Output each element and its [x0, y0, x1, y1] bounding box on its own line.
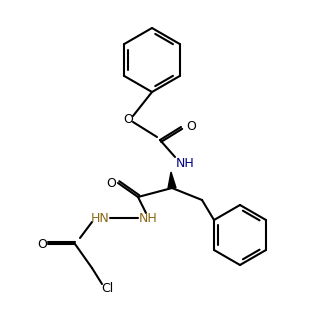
Text: O: O: [186, 119, 196, 132]
Text: NH: NH: [176, 156, 194, 169]
Text: O: O: [123, 112, 133, 126]
Polygon shape: [168, 172, 176, 188]
Text: O: O: [106, 176, 116, 190]
Text: Cl: Cl: [101, 282, 113, 296]
Text: HN: HN: [91, 212, 109, 224]
Text: O: O: [37, 238, 47, 251]
Text: NH: NH: [139, 212, 157, 224]
